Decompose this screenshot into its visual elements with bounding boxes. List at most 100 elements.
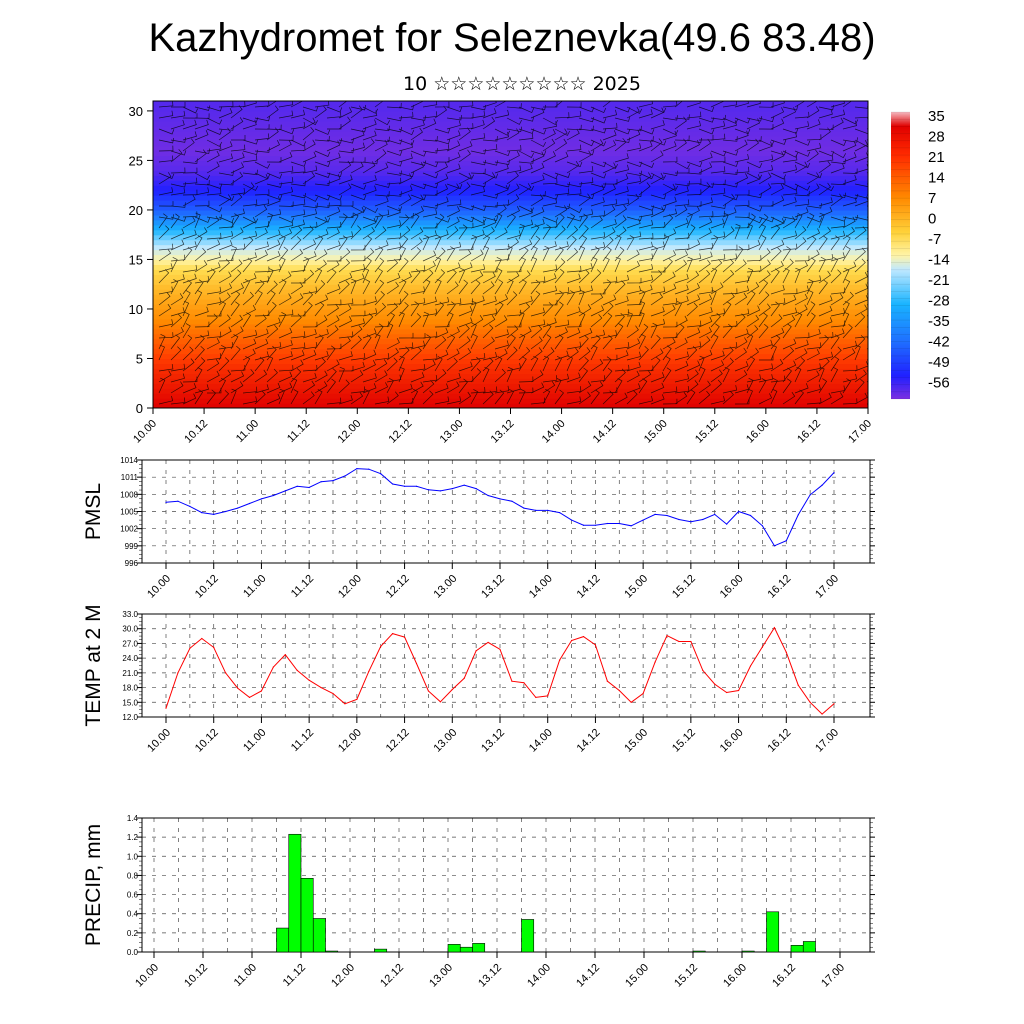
data-point [308,679,310,681]
wind-barb [782,128,799,134]
wind-barb [374,396,390,405]
plot-frame [141,817,871,953]
data-point [356,467,358,470]
wind-barb [614,153,629,163]
wind-barb [446,152,461,163]
wind-barb [446,326,460,339]
wind-barb [410,227,424,240]
wind-barb [758,378,767,394]
wind-barb [722,385,738,394]
wind-barb [854,243,868,251]
wind-barb [386,281,399,295]
wind-barb [338,213,348,229]
wind-barb [758,116,775,123]
data-point [547,695,549,697]
data-point [523,507,525,509]
data-point [773,545,775,547]
wind-barb [662,196,677,207]
wind-barb [842,373,858,383]
wind-barb [794,293,808,306]
wind-barb [158,110,174,119]
wind-barb [362,308,378,317]
wind-barb [518,207,533,218]
wind-barb [662,214,674,229]
wind-barb [578,235,588,251]
wind-barb [614,138,627,152]
wind-barb [506,144,522,152]
wind-barb [458,141,473,152]
wind-barb [686,320,702,328]
temperature-band [153,125,868,132]
y-tick-label: 20 [129,203,143,218]
wind-barb [710,150,727,157]
wind-barb [530,256,538,273]
wind-barb [530,104,547,111]
wind-barb [746,356,756,372]
wind-barb [794,101,806,108]
wind-barb [806,275,822,284]
wind-barb [866,237,868,240]
wind-barb [818,212,825,229]
wind-barb [374,382,389,394]
wind-barb [566,161,580,174]
x-tick-label: 15.12 [670,727,698,755]
wind-barb [806,312,816,328]
wind-barb [782,216,796,229]
wind-barb [770,377,778,394]
x-tick-label: 13.12 [479,727,507,755]
grid [142,817,870,953]
wind-barb [470,234,478,251]
wind-barb [818,270,831,284]
wind-barb [578,209,594,218]
wind-barb [746,192,763,199]
wind-barb [698,355,705,372]
x-tick-label: 10.00 [131,418,159,446]
wind-barb [674,101,683,108]
wind-barb [818,256,826,273]
wind-barb [254,275,270,284]
wind-barb [266,157,282,163]
wind-barb [470,389,479,405]
wind-barb [242,155,258,163]
wind-barb [710,156,726,163]
wind-barb [446,246,455,262]
data-point [451,688,453,691]
wind-barb [638,253,654,262]
temperature-band [153,383,868,389]
wind-barb [710,289,717,306]
data-point [666,634,668,637]
wind-barb [806,203,822,209]
wind-barb [686,140,700,152]
wind-barb [602,198,618,207]
data-point [606,522,608,525]
wind-barb [626,338,641,350]
wind-barb [434,301,445,317]
wind-barb [158,263,173,273]
wind-barb [650,382,665,394]
wind-barb [446,199,462,207]
wind-barb [518,163,533,174]
wind-barb [638,161,655,168]
wind-barb [566,396,582,405]
data-point [499,648,501,650]
wind-barb [830,158,846,165]
wind-barb [326,315,340,328]
wind-barb [278,271,292,284]
wind-barb [674,315,688,328]
wind-barb [794,339,809,350]
wind-barb [602,205,616,218]
data-point [535,509,537,511]
data-point [702,518,704,521]
wind-barb [170,326,184,339]
wind-barb [290,342,306,350]
wind-barb [794,304,808,317]
wind-barb [770,375,786,383]
wind-barb [566,355,573,372]
wind-barb [866,337,868,339]
wind-barb [866,160,868,163]
wind-barb [614,215,627,229]
wind-barb [290,350,305,361]
wind-barb [806,183,820,196]
wind-barb [566,286,582,295]
wind-barb [218,283,233,295]
